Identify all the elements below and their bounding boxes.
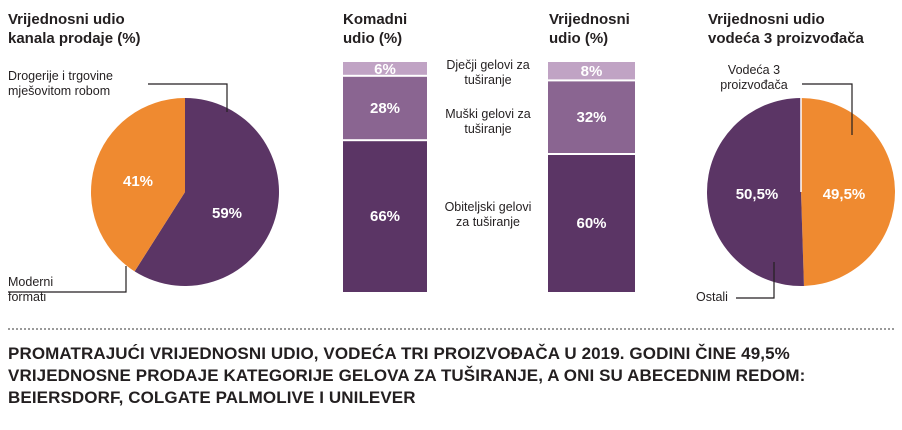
bar1-value-label-djecji: 6% (374, 61, 396, 78)
pie1-title-line1: Vrijednosni udio (8, 11, 125, 28)
pie2-label-vodeca: Vodeća 3 proizvođača (704, 63, 804, 93)
bar1-separator-1 (343, 74, 427, 77)
bar2-title-line1: Vrijednosni (549, 11, 630, 28)
bar1-separator-0 (343, 139, 427, 142)
bar-label-obiteljski-line2: za tuširanje (456, 215, 520, 229)
bar2-separator-1 (548, 79, 635, 82)
bar2-value-label-muski: 32% (576, 109, 606, 126)
charts-canvas: 59% 41% 66% 28% 6% 60% 32% 8% 49,5% 50,5% (8, 61, 895, 299)
pie1-slice-drogerije (134, 98, 280, 286)
bar2-segment-muski (548, 80, 635, 154)
bar1-title: Komadni udio (%) (343, 10, 407, 48)
bar2-value-label-obiteljski: 60% (576, 215, 606, 232)
bar1-title-line1: Komadni (343, 11, 408, 28)
pie1-callout-drogerije (148, 83, 228, 112)
bar1-value-label-obiteljski: 66% (370, 208, 400, 225)
bar-label-muski: Muški gelovi za tuširanje (428, 107, 548, 137)
pie2-slice-vodeca (801, 98, 895, 286)
bar1-segment-djecji (343, 62, 427, 76)
pie1-value-label-moderni: 41% (123, 173, 153, 190)
bar1-segment-obiteljski (343, 140, 427, 292)
pie1-label-moderni: Moderni formati (8, 275, 53, 305)
pie2-callout-vodeca (802, 83, 853, 135)
bar2-separator-0 (548, 153, 635, 155)
bar-label-djecji: Dječji gelovi za tuširanje (428, 58, 548, 88)
pie1-callout-moderni (8, 266, 127, 293)
bar2-segment-obiteljski (548, 154, 635, 292)
pie1-label-moderni-line2: formati (8, 290, 47, 304)
bar-label-muski-line1: Muški gelovi za (445, 107, 531, 121)
bar1-value-label-muski: 28% (370, 100, 400, 117)
divider (8, 328, 894, 330)
pie2-slice-ostali (706, 98, 804, 287)
caption: PROMATRAJUĆI VRIJEDNOSNI UDIO, VODEĆA TR… (8, 344, 806, 407)
pie2-title-line2: vodeća 3 proizvođača (708, 30, 864, 47)
pie2-title: Vrijednosni udio vodeća 3 proizvođača (708, 10, 864, 48)
pie1-title-line2: kanala prodaje (%) (8, 30, 141, 47)
pie1-title: Vrijednosni udio kanala prodaje (%) (8, 10, 141, 48)
pie1-label-drogerije: Drogerije i trgovine mješovitom robom (8, 69, 113, 99)
pie1-label-drogerije-line1: Drogerije i trgovine (8, 69, 113, 83)
pie2-title-line1: Vrijednosni udio (708, 11, 825, 28)
bar2-title: Vrijednosni udio (%) (549, 10, 630, 48)
bar1-segment-muski (343, 75, 427, 141)
bar1-title-line2: udio (%) (343, 30, 403, 47)
pie2-label-vodeca-line1: Vodeća 3 (727, 63, 781, 77)
bar-label-djecji-line2: tuširanje (464, 73, 512, 87)
pie2-label-vodeca-line2: proizvođača (720, 78, 788, 92)
pie2-value-label-vodeca: 49,5% (823, 186, 866, 203)
pie1-slice-moderni (91, 98, 185, 272)
bar-label-obiteljski: Obiteljski gelovi za tuširanje (428, 200, 548, 230)
pie2-label-ostali: Ostali (696, 290, 728, 304)
pie1-label-drogerije-line2: mješovitom robom (8, 84, 111, 98)
bar2-value-label-djecji: 8% (581, 63, 603, 80)
pie2-callout-ostali (736, 262, 775, 299)
bar2-title-line2: udio (%) (549, 30, 609, 47)
bar2-segment-djecji (548, 62, 635, 81)
pie1-value-label-drogerije: 59% (212, 205, 242, 222)
bar-label-djecji-line1: Dječji gelovi za (446, 58, 530, 72)
bar-label-muski-line2: tuširanje (464, 122, 512, 136)
bar-label-obiteljski-line1: Obiteljski gelovi (444, 200, 532, 214)
pie2-value-label-ostali: 50,5% (736, 186, 779, 203)
pie1-label-moderni-line1: Moderni (8, 275, 54, 289)
